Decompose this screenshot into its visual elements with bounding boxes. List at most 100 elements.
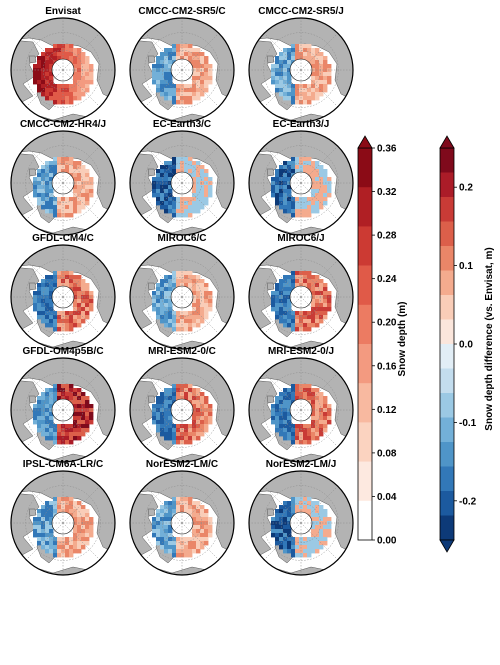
- data-cell: [295, 428, 300, 433]
- data-cell: [184, 165, 189, 170]
- data-cell: [45, 92, 50, 97]
- data-cell: [291, 213, 296, 218]
- data-cell: [275, 408, 280, 413]
- data-cell: [291, 323, 296, 328]
- data-cell: [172, 396, 177, 401]
- data-cell: [53, 275, 58, 280]
- data-cell: [53, 327, 58, 332]
- data-cell: [279, 201, 284, 206]
- data-cell: [152, 420, 157, 425]
- data-cell: [319, 408, 324, 413]
- longitude-line: [62, 146, 100, 184]
- data-cell: [188, 44, 193, 49]
- data-cell: [271, 193, 276, 198]
- latitude-line: [280, 49, 322, 91]
- data-cell: [160, 177, 165, 182]
- data-cell: [184, 44, 189, 49]
- panel-title: Envisat: [45, 6, 81, 17]
- data-cell: [57, 52, 62, 57]
- data-cell: [315, 388, 320, 393]
- data-cell: [287, 189, 292, 194]
- data-cell: [311, 169, 316, 174]
- graticule: [249, 358, 353, 462]
- data-cell: [283, 509, 288, 514]
- data-cell: [152, 533, 157, 538]
- data-cell: [204, 420, 209, 425]
- data-cell: [168, 197, 173, 202]
- data-cell: [168, 428, 173, 433]
- data-cell: [57, 440, 62, 445]
- data-cell: [192, 80, 197, 85]
- data-cell: [152, 303, 157, 308]
- data-cell: [37, 420, 42, 425]
- data-cell: [152, 416, 157, 421]
- data-cell: [172, 392, 177, 397]
- data-cell: [303, 48, 308, 53]
- data-cell: [279, 319, 284, 324]
- data-cell: [156, 72, 161, 77]
- data-cell: [319, 404, 324, 409]
- data-cell: [303, 432, 308, 437]
- colorbar-swatch: [440, 319, 454, 345]
- data-cell: [307, 384, 312, 389]
- data-cell: [69, 553, 74, 558]
- data-cell: [53, 48, 58, 53]
- data-cell: [307, 275, 312, 280]
- data-cell: [172, 323, 177, 328]
- data-cell: [85, 185, 90, 190]
- data-cell: [168, 404, 173, 409]
- longitude-line: [145, 373, 183, 411]
- data-cell: [49, 501, 54, 506]
- data-cell: [160, 400, 165, 405]
- data-cell: [287, 416, 292, 421]
- data-cell: [204, 185, 209, 190]
- data-cell: [196, 88, 201, 93]
- data-cell: [192, 299, 197, 304]
- land-mass: [28, 282, 37, 291]
- map-outline: [248, 17, 354, 123]
- data-cell: [275, 80, 280, 85]
- data-cell: [164, 185, 169, 190]
- data-cell: [327, 307, 332, 312]
- data-cell: [37, 311, 42, 316]
- data-cell: [303, 100, 308, 105]
- data-cell: [188, 323, 193, 328]
- data-cell: [172, 549, 177, 554]
- data-cell: [77, 315, 82, 320]
- data-cell: [81, 201, 86, 206]
- data-cell: [176, 100, 181, 105]
- data-cell: [323, 307, 328, 312]
- data-cell: [77, 400, 82, 405]
- data-cell: [184, 169, 189, 174]
- data-cell: [307, 505, 312, 510]
- data-cell: [279, 428, 284, 433]
- data-cell: [176, 44, 181, 49]
- data-cell: [311, 193, 316, 198]
- data-cell: [160, 513, 165, 518]
- data-cell: [323, 404, 328, 409]
- data-cell: [315, 319, 320, 324]
- data-cell: [184, 100, 189, 105]
- colorbar-tick-label: 0.12: [377, 405, 397, 416]
- data-cell: [89, 177, 94, 182]
- colorbar-swatch: [358, 461, 372, 502]
- data-cell: [323, 541, 328, 546]
- data-cell: [180, 553, 185, 558]
- data-cell: [295, 311, 300, 316]
- data-cell: [303, 88, 308, 93]
- data-cell: [61, 100, 66, 105]
- data-cell: [208, 416, 213, 421]
- data-cell: [37, 295, 42, 300]
- data-cell: [65, 44, 70, 49]
- data-cell: [204, 428, 209, 433]
- data-cell: [37, 193, 42, 198]
- data-cell: [307, 424, 312, 429]
- data-cell: [81, 56, 86, 61]
- data-cell: [283, 201, 288, 206]
- data-cell: [45, 76, 50, 81]
- data-cell: [45, 525, 50, 530]
- data-cell: [156, 68, 161, 73]
- data-cell: [327, 299, 332, 304]
- data-cell: [200, 165, 205, 170]
- data-cell: [160, 189, 165, 194]
